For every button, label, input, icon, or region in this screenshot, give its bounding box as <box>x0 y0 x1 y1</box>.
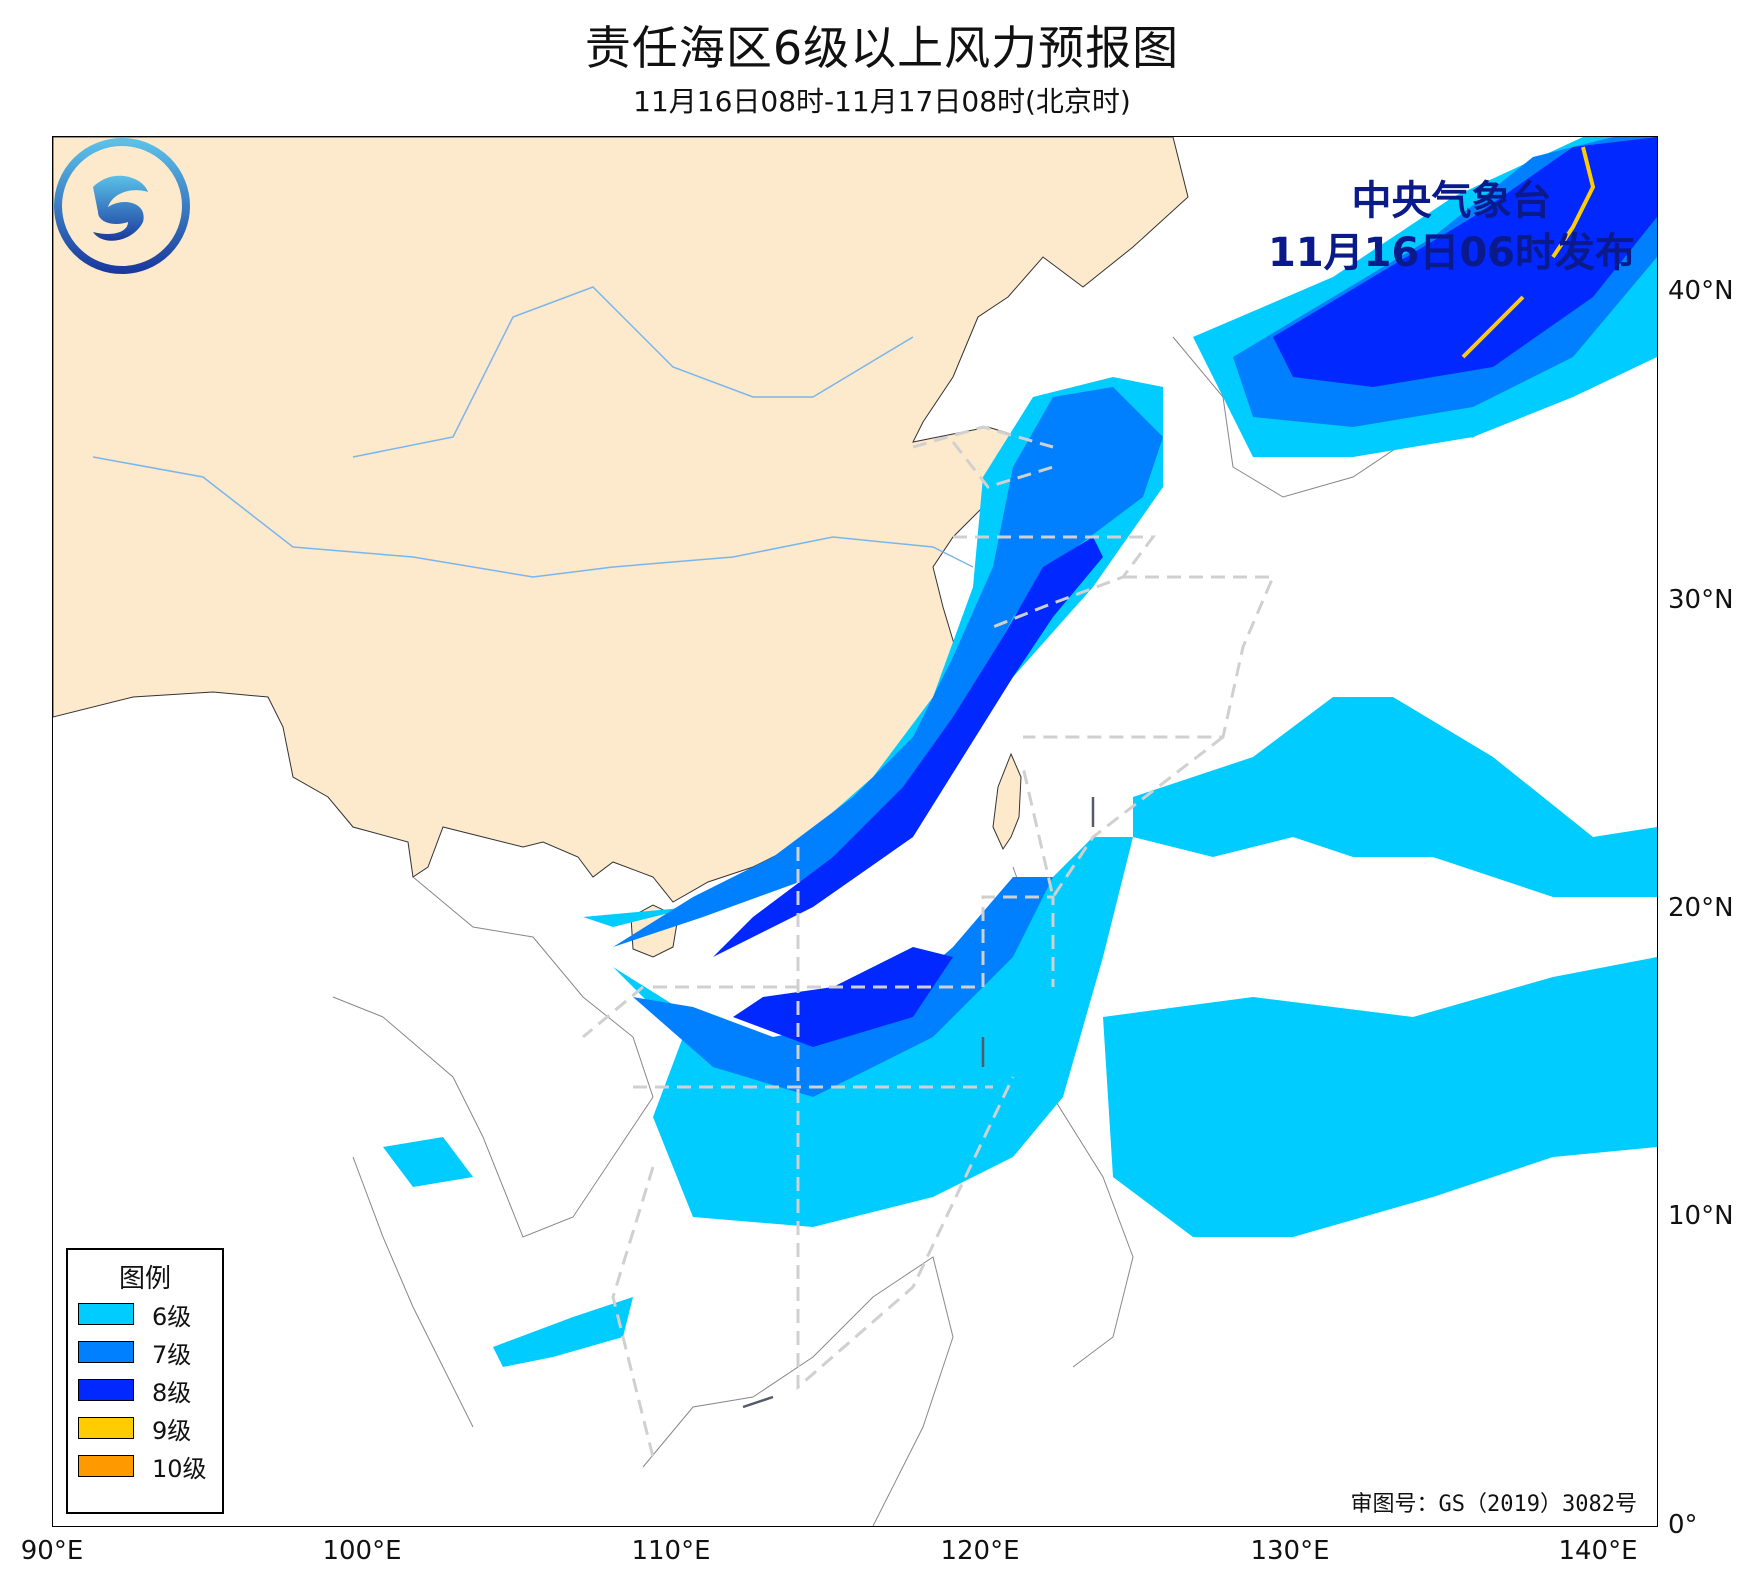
legend-item: 8级 <box>68 1371 222 1409</box>
malay-outline <box>352 1156 474 1428</box>
y-tick-label: 30°N <box>1668 585 1734 615</box>
legend-label: 8级 <box>152 1378 192 1407</box>
legend-label: 7级 <box>152 1340 192 1369</box>
sea-area-boundaries <box>582 425 1276 1458</box>
nine-dash-line <box>742 797 1095 1409</box>
x-tick-label: 90°E <box>20 1536 84 1566</box>
wind-level-9-areas <box>1461 146 1596 359</box>
legend-label: 6级 <box>152 1302 192 1331</box>
cma-logo <box>54 138 190 274</box>
x-tick-label: 100°E <box>322 1536 402 1566</box>
legend-item: 9级 <box>68 1409 222 1447</box>
x-tick-label: 120°E <box>940 1536 1020 1566</box>
forecast-map: 中央气象台 11月16日06时发布 审图号：GS（2019）3082号 图例 6… <box>52 136 1658 1527</box>
legend-swatch <box>78 1417 134 1439</box>
indochina-outline <box>332 876 654 1238</box>
y-tick-label: 0° <box>1668 1510 1698 1540</box>
legend-item: 10级 <box>68 1447 222 1485</box>
y-tick-label: 20°N <box>1668 893 1734 923</box>
review-number: 审图号：GS（2019）3082号 <box>1350 1492 1637 1517</box>
legend: 图例 6级 7级 8级 9级 10级 <box>66 1248 224 1514</box>
y-tick-label: 10°N <box>1668 1201 1734 1231</box>
legend-item: 7级 <box>68 1333 222 1371</box>
issuer-time: 11月16日06时发布 <box>1268 230 1635 276</box>
yangtze-river <box>92 456 974 578</box>
issuer-block: 中央气象台 11月16日06时发布 <box>1268 175 1635 279</box>
legend-label: 10级 <box>152 1454 207 1483</box>
legend-title: 图例 <box>118 1264 171 1294</box>
x-tick-label: 130°E <box>1250 1536 1330 1566</box>
issuer-agency: 中央气象台 <box>1351 178 1552 224</box>
taiwan-island <box>992 752 1022 851</box>
map-canvas <box>53 137 1657 1526</box>
x-tick-label: 110°E <box>631 1536 711 1566</box>
legend-item: 6级 <box>68 1295 222 1333</box>
x-tick-label: 140°E <box>1558 1536 1638 1566</box>
map-subtitle: 11月16日08时-11月17日08时(北京时) <box>633 85 1131 118</box>
legend-label: 9级 <box>152 1416 192 1445</box>
wind-level-8-areas <box>713 137 1657 1047</box>
yellow-river <box>352 286 914 458</box>
legend-swatch <box>78 1303 134 1325</box>
legend-swatch <box>78 1379 134 1401</box>
y-tick-label: 40°N <box>1668 276 1734 306</box>
legend-swatch <box>78 1341 134 1363</box>
legend-swatch <box>78 1455 134 1477</box>
map-title: 责任海区6级以上风力预报图 <box>584 21 1180 75</box>
borneo-outline <box>642 1256 954 1526</box>
